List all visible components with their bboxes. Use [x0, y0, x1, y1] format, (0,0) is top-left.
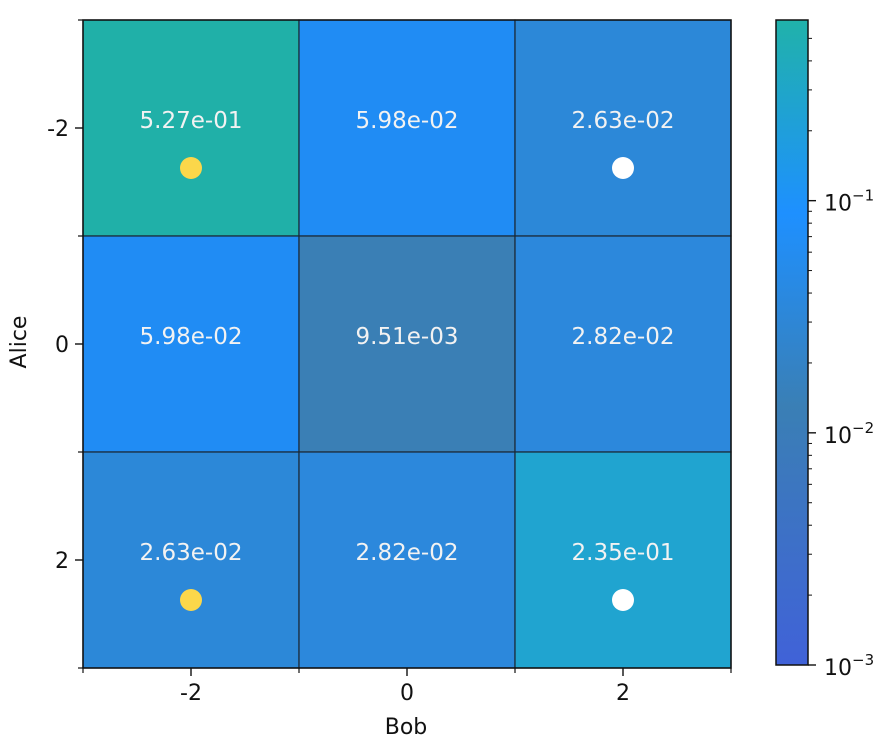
cell-value-label-r0-c1: 5.98e-02 [356, 108, 459, 134]
cell-value-label-r2-c0: 2.63e-02 [140, 540, 243, 566]
heatmap-cell-r2-c0 [82, 451, 300, 669]
cell-value-label-r1-c1: 9.51e-03 [356, 324, 459, 350]
colorbar-bar [775, 19, 809, 666]
cell-value-label-r1-c2: 2.82e-02 [572, 324, 675, 350]
colorbar-tick-base: 10 [824, 424, 852, 449]
y-tick-label: 0 [55, 333, 69, 358]
x-tick-label: -2 [180, 681, 202, 706]
heatmap-cells [82, 19, 732, 669]
marker-dot-0 [180, 157, 202, 179]
marker-dot-1 [612, 157, 634, 179]
heatmap-cell-r1-c2 [514, 235, 732, 453]
colorbar-tick-label: 10−3 [824, 651, 874, 681]
marker-dot-2 [180, 589, 202, 611]
colorbar-tick-label: 10−1 [824, 187, 874, 217]
heatmap-cell-labels: 5.27e-01 5.98e-02 2.63e-02 5.98e-02 9.51e-03… [140, 108, 675, 566]
y-tick-label: 2 [55, 549, 69, 574]
heatmap-cell-r2-c1 [298, 451, 516, 669]
x-tick-label: 2 [616, 681, 630, 706]
heatmap-cell-r0-c0 [82, 19, 300, 237]
cell-value-label-r0-c2: 2.63e-02 [572, 108, 675, 134]
cell-value-label-r2-c1: 2.82e-02 [356, 540, 459, 566]
heatmap-cell-r0-c1 [298, 19, 516, 237]
y-axis-label: Alice [7, 316, 32, 369]
heatmap-axes: -2 0 2 -2 0 2 [47, 19, 732, 706]
marker-dot-3 [612, 589, 634, 611]
cell-value-label-r2-c2: 2.35e-01 [572, 540, 675, 566]
colorbar-tick-base: 10 [824, 192, 852, 217]
colorbar: 10−310−210−1 [775, 19, 874, 681]
heatmap-markers [180, 157, 634, 611]
cell-value-label-r1-c0: 5.98e-02 [140, 324, 243, 350]
colorbar-tick-exponent: −3 [852, 651, 874, 669]
colorbar-tick-base: 10 [824, 656, 852, 681]
heatmap-cell-r1-c0 [82, 235, 300, 453]
colorbar-tick-exponent: −2 [852, 419, 874, 437]
colorbar-tick-exponent: −1 [852, 187, 874, 205]
x-axis-label: Bob [385, 715, 428, 740]
x-tick-label: 0 [400, 681, 414, 706]
cell-value-label-r0-c0: 5.27e-01 [140, 108, 243, 134]
heatmap-cell-r1-c1 [298, 235, 516, 453]
y-tick-label: -2 [47, 117, 69, 142]
colorbar-tick-label: 10−2 [824, 419, 874, 449]
